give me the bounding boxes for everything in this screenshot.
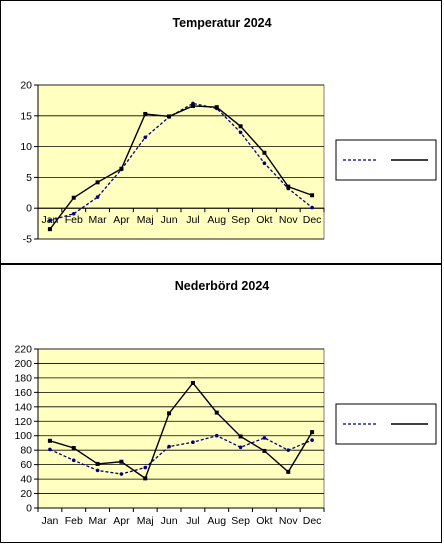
x-tick-label: Aug xyxy=(207,515,226,527)
series-1-point xyxy=(262,161,267,166)
x-tick-label: Dec xyxy=(303,214,322,226)
chart-title: Temperatur 2024 xyxy=(172,16,271,30)
plot-area xyxy=(37,348,325,509)
series-2-point xyxy=(71,195,76,200)
series-1-point xyxy=(95,468,100,473)
series-2-point xyxy=(119,166,124,171)
y-tick-label: 20 xyxy=(20,80,32,92)
y-tick-label: 120 xyxy=(14,416,32,428)
y-tick-label: 10 xyxy=(20,141,32,153)
x-tick-label: Nov xyxy=(279,214,298,226)
series-2-point xyxy=(262,150,267,155)
precipitation-chart: Nederbörd 2024 0 20 40 60 80 100 120 140 160 180 20… xyxy=(14,279,437,527)
x-tick-label: Jun xyxy=(161,515,178,527)
series-2-point xyxy=(286,469,291,474)
series-2-point xyxy=(238,124,243,129)
series-2-point xyxy=(167,411,172,416)
y-tick-label: -5 xyxy=(23,234,32,246)
x-tick-label: Sep xyxy=(231,214,250,226)
y-tick-label: 80 xyxy=(20,445,32,457)
series-2-point xyxy=(190,380,195,385)
series-2-point xyxy=(143,476,148,481)
series-1-point xyxy=(286,448,291,452)
x-tick-label: Jan xyxy=(41,515,58,527)
series-1-point xyxy=(119,472,124,476)
y-tick-label: 60 xyxy=(20,459,32,471)
x-tick-label: Mar xyxy=(89,515,108,527)
y-tick-label: 0 xyxy=(26,203,32,215)
x-tick-label: Mar xyxy=(89,214,108,226)
y-tick-label: 200 xyxy=(14,358,32,370)
x-tick-label: Jul xyxy=(186,214,199,226)
x-tick-label: Aug xyxy=(207,214,226,226)
series-2-point xyxy=(238,434,243,439)
series-1-point xyxy=(214,433,219,438)
series-1-point xyxy=(143,135,148,140)
series-2-point xyxy=(286,184,291,189)
series-1-point xyxy=(238,130,243,135)
y-tick-label: 100 xyxy=(14,430,32,442)
y-tick-label: 220 xyxy=(14,344,32,356)
series-2-point xyxy=(167,114,172,119)
series-2-point xyxy=(214,410,219,415)
x-tick-label: Okt xyxy=(256,214,272,226)
y-tick-label: 20 xyxy=(20,488,32,500)
series-2-point xyxy=(262,448,267,453)
series-2-point xyxy=(190,103,195,108)
temperature-chart-panel: Temperatur 2024-505101520JanFebMarAprMaj… xyxy=(0,0,442,264)
y-tick-label: 15 xyxy=(20,110,32,122)
series-2-line xyxy=(49,381,313,480)
series-2-point xyxy=(95,180,100,185)
series-1-point xyxy=(238,445,243,450)
series-1-point xyxy=(191,440,195,445)
y-tick-label: 5 xyxy=(26,172,32,184)
series-2-point xyxy=(95,461,100,466)
temperature-chart: Temperatur 2024-505101520JanFebMarAprMaj… xyxy=(20,16,437,246)
precipitation-chart-panel: Nederbörd 2024 0 20 40 60 80 100 120 140 160 180 20… xyxy=(0,264,442,543)
series-1-point xyxy=(167,444,171,449)
y-tick-label: 180 xyxy=(14,372,32,384)
x-tick-label: Sep xyxy=(231,515,250,527)
series-1-point xyxy=(310,438,314,442)
x-tick-label: Apr xyxy=(113,214,130,226)
y-tick-label: 0 xyxy=(26,503,32,515)
series-1-point xyxy=(143,465,148,470)
series-1-point xyxy=(262,436,267,440)
series-2-point xyxy=(143,111,148,116)
series-1-point xyxy=(71,458,76,463)
series-1-point xyxy=(48,218,52,223)
series-2-line xyxy=(49,105,313,230)
x-tick-label: Maj xyxy=(137,214,154,226)
series-1-point xyxy=(310,205,314,210)
x-tick-label: Okt xyxy=(256,515,272,527)
x-tick-label: Apr xyxy=(113,515,130,527)
series-2-point xyxy=(47,227,52,232)
y-tick-label: 140 xyxy=(14,401,32,413)
y-tick-label: 160 xyxy=(14,387,32,399)
x-tick-label: Nov xyxy=(279,515,298,527)
series-2-point xyxy=(310,430,315,435)
series-1-line xyxy=(49,102,313,222)
series-2-point xyxy=(119,459,124,464)
series-2-point xyxy=(71,446,76,451)
series-1-point xyxy=(48,447,52,452)
x-tick-label: Jun xyxy=(161,214,178,226)
series-1-point xyxy=(95,195,100,199)
series-2-point xyxy=(310,193,315,198)
x-tick-label: Jul xyxy=(186,515,199,527)
x-tick-label: Dec xyxy=(303,515,322,527)
x-tick-label: Feb xyxy=(65,214,83,226)
y-tick-label: 40 xyxy=(20,474,32,486)
chart-title: Nederbörd 2024 xyxy=(175,279,270,293)
x-tick-label: Feb xyxy=(65,515,83,527)
x-tick-label: Maj xyxy=(137,515,154,527)
series-1-line xyxy=(49,435,313,475)
series-2-point xyxy=(214,105,219,110)
series-1-point xyxy=(71,211,76,216)
series-2-point xyxy=(47,438,52,443)
